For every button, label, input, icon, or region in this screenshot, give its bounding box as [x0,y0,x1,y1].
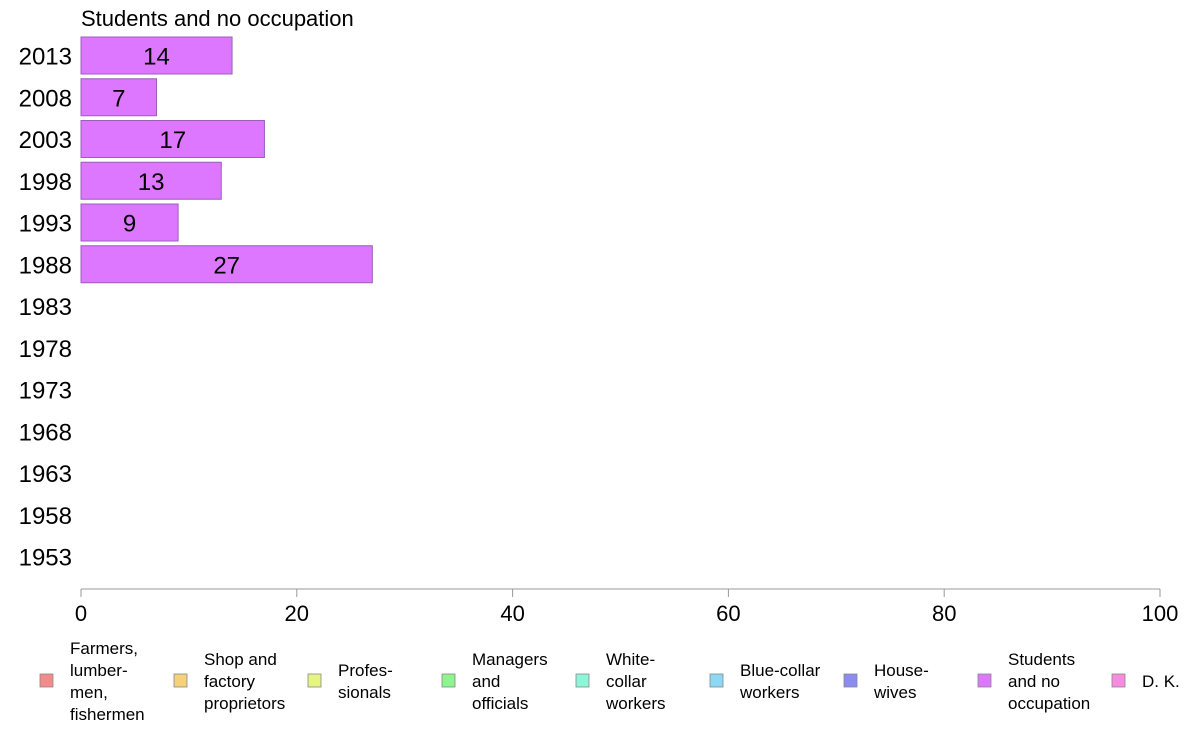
x-tick-label-20: 20 [285,601,309,626]
legend-label-6-line-1: wives [873,683,917,702]
x-tick-label-40: 40 [500,601,524,626]
bar-1988 [80,245,373,284]
legend-label-0-line-1: lumber- [70,661,128,680]
legend-swatch-6 [843,673,858,688]
legend-label-1-line-0: Shop and [204,650,277,669]
bar-value-label-2003: 17 [159,127,186,154]
bar-value-label-1988: 27 [213,252,240,279]
chart-title: Students and no occupation [81,6,354,31]
y-tick-label-1978: 1978 [19,336,72,363]
bar-value-label-2013: 14 [143,44,170,71]
y-tick-label-1963: 1963 [19,461,72,488]
bar-2013 [80,36,233,75]
y-axis-ticks: 2013 2008 2003 1998 1993 1988 1983 1978 1973 1968… [19,44,72,572]
legend-label-3-line-0: Managers [472,650,548,669]
legend-label-0-line-0: Farmers, [70,639,138,658]
x-axis-ticks: 0 20 40 60 80 100 [75,589,1178,626]
legend-swatch-7 [977,673,992,688]
y-tick-label-1958: 1958 [19,503,72,530]
bar-value-label-1998: 13 [138,169,165,196]
bar-1998 [80,161,222,200]
legend-swatch-1 [173,673,188,688]
legend-label-5-line-0: Blue-collar [740,661,821,680]
y-tick-label-1953: 1953 [19,545,72,572]
legend-swatch-4 [575,673,590,688]
legend-label-3-line-1: and [472,672,500,691]
x-tick-label-60: 60 [716,601,740,626]
legend-label-1-line-2: proprietors [204,694,285,713]
legend-label-0-line-3: fishermen [70,705,145,724]
legend-label-2-line-0: Profes- [338,661,393,680]
x-tick-label-0: 0 [75,601,87,626]
y-tick-label-1968: 1968 [19,419,72,446]
y-tick-label-1973: 1973 [19,378,72,405]
legend-label-3-line-2: officials [472,694,528,713]
bar-labels: 14 7 17 139 27 [112,44,240,280]
legend: Farmers, lumber-men, fishermen Shop and fact… [39,639,1180,724]
y-tick-label-2013: 2013 [19,44,72,71]
legend-label-8-line-0: D. K. [1142,672,1180,691]
bar-1993 [80,203,179,242]
bar-value-label-1993: 9 [123,211,136,238]
x-tick-label-80: 80 [932,601,956,626]
y-tick-label-2003: 2003 [19,127,72,154]
y-tick-label-2008: 2008 [19,85,72,112]
legend-label-4-line-1: collar [606,672,647,691]
legend-label-0-line-2: men, [70,683,108,702]
legend-swatch-5 [709,673,724,688]
legend-label-7-line-1: and no [1008,672,1060,691]
legend-label-4-line-0: White- [606,650,655,669]
legend-label-5-line-1: workers [739,683,800,702]
x-tick-label-100: 100 [1142,601,1179,626]
legend-label-1-line-1: factory [204,672,256,691]
legend-label-7-line-2: occupation [1008,694,1090,713]
bar-value-label-2008: 7 [112,85,125,112]
bar-2003 [80,120,265,158]
legend-swatch-8 [1111,673,1126,688]
legend-label-6-line-0: House- [874,661,929,680]
bars [80,36,373,284]
y-tick-label-1983: 1983 [19,294,72,321]
legend-label-7-line-0: Students [1008,650,1075,669]
legend-label-4-line-2: workers [605,694,666,713]
legend-swatch-2 [307,673,322,688]
bar-2008 [80,78,158,117]
legend-swatch-0 [39,673,54,688]
y-tick-label-1988: 1988 [19,252,72,279]
y-tick-label-1993: 1993 [19,211,72,238]
legend-label-2-line-1: sionals [338,683,391,702]
y-tick-label-1998: 1998 [19,169,72,196]
legend-swatch-3 [441,673,456,688]
